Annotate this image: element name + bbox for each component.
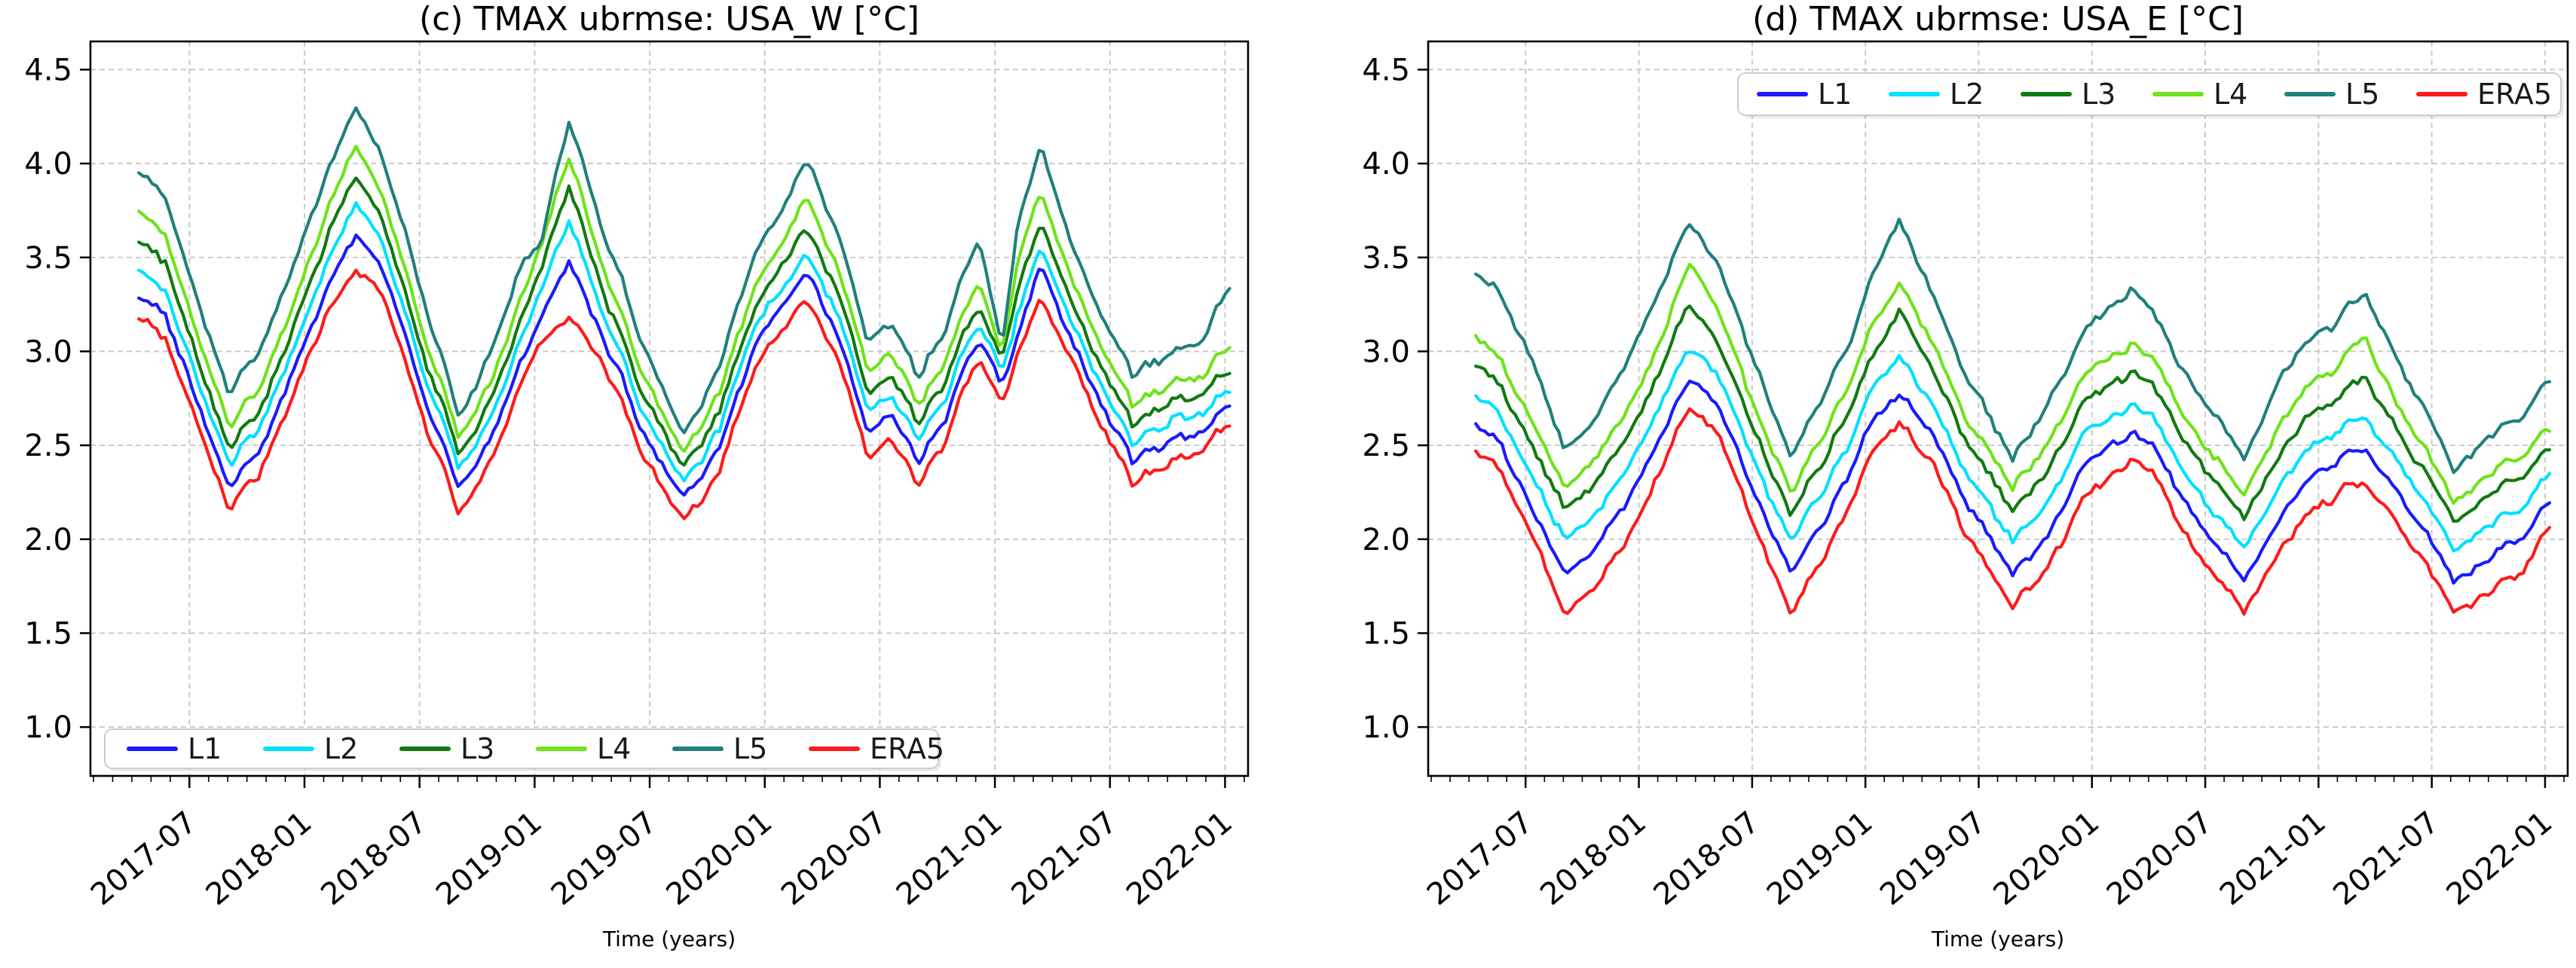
plot-background <box>0 0 1288 968</box>
legend-label-L2: L2 <box>324 732 358 765</box>
legend: L1 L2 L3 L4 L5 ERA5 <box>1737 72 2564 118</box>
y-tick-label: 1.0 <box>1362 710 1410 745</box>
legend-box <box>1737 72 2562 116</box>
y-tick-label: 3.5 <box>24 241 72 276</box>
legend-box <box>104 728 939 769</box>
y-tick-label: 1.5 <box>1362 616 1410 651</box>
y-tick-label: 2.5 <box>1362 429 1410 463</box>
legend-label-ERA5: ERA5 <box>870 732 944 765</box>
legend-label-L1: L1 <box>1818 78 1852 111</box>
series-line-L5 <box>137 106 1231 435</box>
y-tick-label: 2.0 <box>24 523 72 557</box>
gridlines <box>1428 41 2568 776</box>
chart-usa-w: 1.0 1.5 2.0 2.5 3.0 3.5 4.0 4.5 2017-07 2018-01 20… <box>0 0 1288 968</box>
legend-label-ERA5: ERA5 <box>2477 78 2552 111</box>
legend-label-L1: L1 <box>188 732 222 765</box>
series-line-L1 <box>137 234 1231 497</box>
plot-border <box>89 40 1250 777</box>
series-line-ERA5 <box>137 268 1231 521</box>
axes <box>1418 40 2569 788</box>
chart-title: (c) TMAX ubrmse: USA_W [°C] <box>419 0 919 38</box>
legend-label-L3: L3 <box>460 732 494 765</box>
x-axis-label: Time (years) <box>602 927 736 951</box>
series-line-L3 <box>137 176 1231 467</box>
axes <box>80 40 1250 788</box>
x-axis-label: Time (years) <box>1931 927 2064 951</box>
legend-label-L5: L5 <box>733 732 767 765</box>
legend-label-L5: L5 <box>2345 78 2379 111</box>
chart-title: (d) TMAX ubrmse: USA_E [°C] <box>1752 0 2244 38</box>
legend: L1 L2 L3 L4 L5 ERA5 <box>104 728 944 771</box>
y-tick-label: 2.5 <box>24 429 72 463</box>
series-lines <box>1474 217 2552 616</box>
series-line-L4 <box>137 145 1231 453</box>
series-lines <box>137 106 1231 521</box>
y-tick-label: 4.0 <box>1362 147 1410 182</box>
legend-label-L4: L4 <box>597 732 631 765</box>
series-line-L1 <box>1474 379 2552 585</box>
y-tick-label: 4.0 <box>24 147 72 182</box>
series-line-L2 <box>1474 350 2552 553</box>
y-tick-label: 3.5 <box>1362 241 1410 276</box>
series-line-L4 <box>1474 262 2552 505</box>
plot-background <box>1288 0 2576 968</box>
y-tick-label: 3.0 <box>1362 334 1410 369</box>
plot-border <box>1427 40 2569 777</box>
chart-usa-w-canvas: 1.01.52.02.53.03.54.04.52017-072018-0120… <box>0 0 1288 968</box>
y-tick-label: 4.5 <box>1362 53 1410 87</box>
series-line-L5 <box>1474 217 2552 475</box>
series-line-ERA5 <box>1474 407 2552 616</box>
series-line-L2 <box>137 201 1231 483</box>
chart-usa-e-canvas: 1.01.52.02.53.03.54.04.52017-072018-0120… <box>1288 0 2576 968</box>
y-tick-label: 4.5 <box>24 53 72 87</box>
legend-label-L4: L4 <box>2213 78 2247 111</box>
y-tick-label: 3.0 <box>24 334 72 369</box>
legend-label-L3: L3 <box>2082 78 2116 111</box>
y-tick-label: 2.0 <box>1362 523 1410 557</box>
legend-label-L2: L2 <box>1950 78 1984 111</box>
y-tick-label: 1.0 <box>24 710 72 745</box>
y-tick-label: 1.5 <box>24 616 72 651</box>
chart-usa-e: 1.0 1.5 2.0 2.5 3.0 3.5 4.0 4.5 2017-07 2018-01 20… <box>1288 0 2576 968</box>
series-line-L3 <box>1474 304 2552 523</box>
